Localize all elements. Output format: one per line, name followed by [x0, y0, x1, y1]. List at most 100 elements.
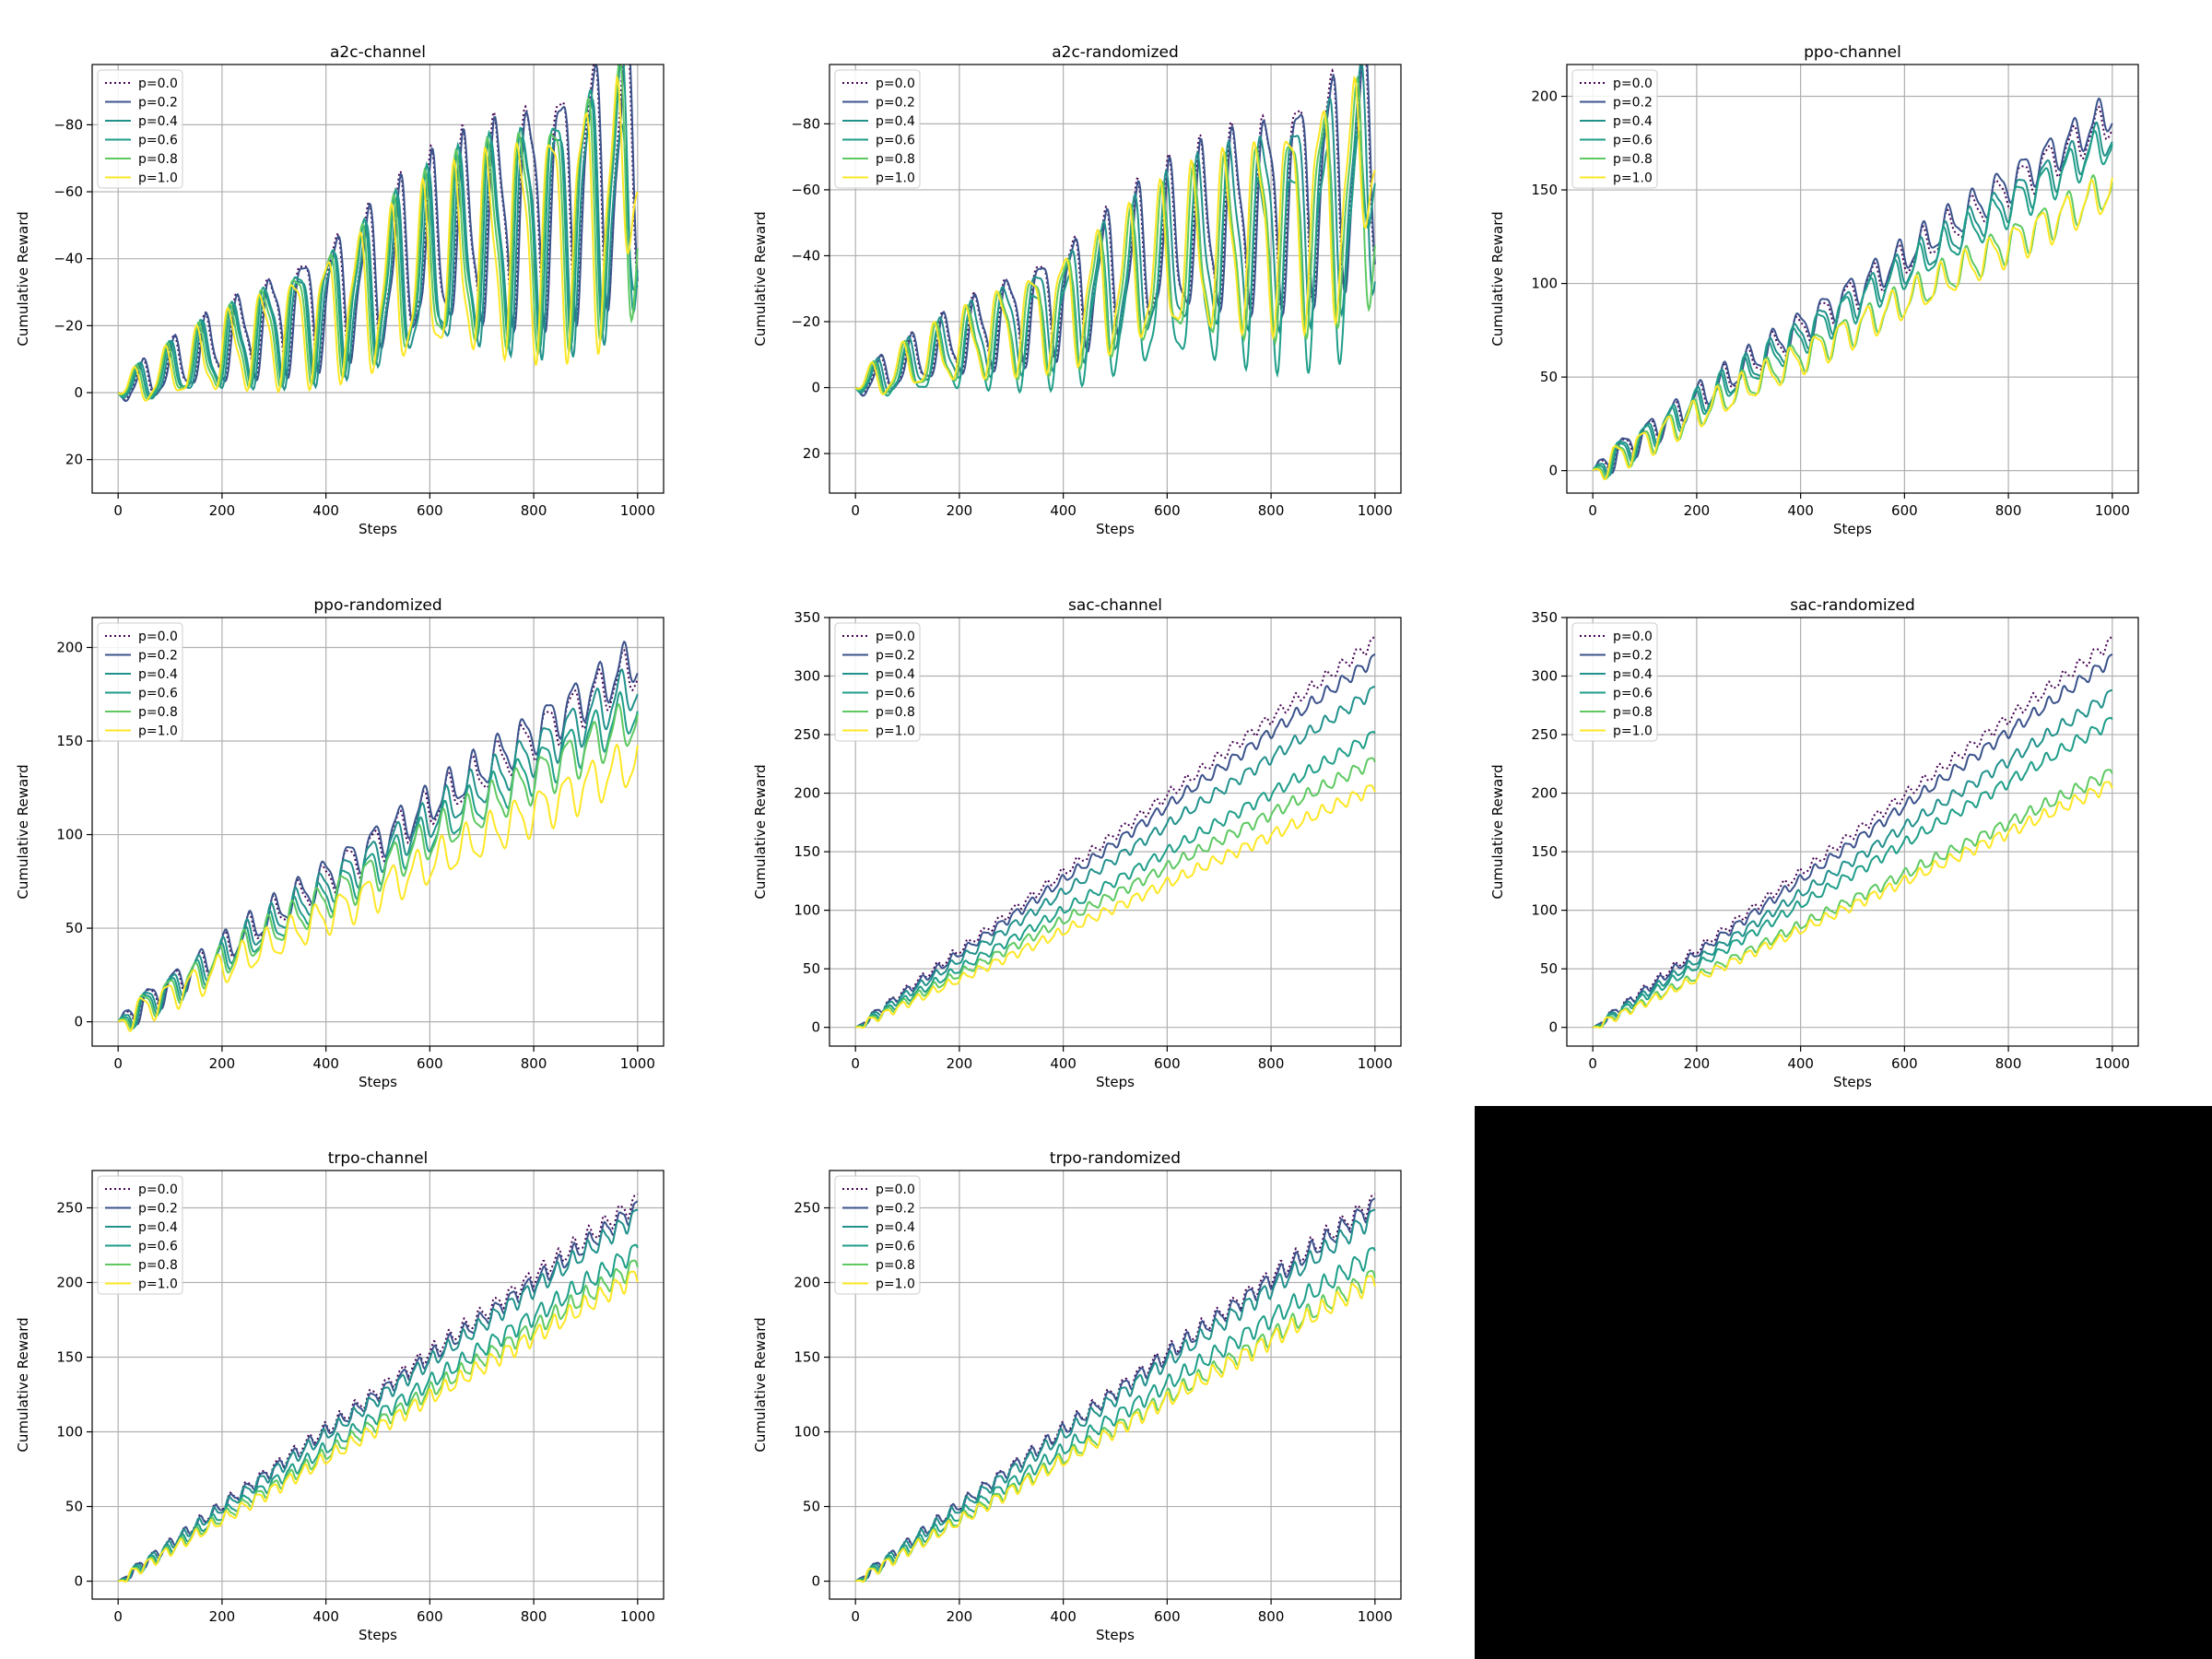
x-tick-label: 800	[1995, 502, 2022, 519]
series-group	[1592, 635, 2113, 1030]
y-tick-label: 50	[1540, 369, 1558, 385]
y-axis-label: Cumulative Reward	[15, 764, 31, 899]
x-tick-label: 200	[1684, 502, 1711, 519]
x-axis-label: Steps	[1096, 1627, 1135, 1643]
y-tick-label: 50	[803, 960, 820, 977]
series-line-p=0.8	[1592, 769, 2113, 1029]
legend-label: p=0.8	[138, 152, 178, 167]
x-axis-label: Steps	[359, 1074, 397, 1090]
legend-label: p=1.0	[1613, 724, 1653, 739]
y-tick-label: 100	[1531, 902, 1558, 919]
y-tick-label: 250	[56, 1200, 83, 1217]
series-group	[854, 635, 1376, 1030]
legend-label: p=1.0	[138, 724, 178, 739]
series-line-p=0.6	[854, 127, 1376, 397]
series-line-p=0.4	[854, 686, 1376, 1029]
legend-label: p=0.2	[1613, 649, 1653, 664]
x-tick-label: 400	[1050, 1055, 1077, 1072]
series-line-p=0.4	[117, 668, 639, 1029]
x-tick-label: 200	[1684, 1055, 1711, 1072]
legend: p=0.0 p=0.2 p=0.4 p=0.6 p=0.8 p=1.0	[1571, 622, 1658, 742]
y-tick-label: 50	[65, 920, 83, 936]
x-tick-label: 600	[417, 1608, 443, 1625]
series-line-p=0.8	[117, 702, 639, 1031]
y-tick-label: 100	[794, 902, 820, 919]
legend-label: p=0.8	[138, 705, 178, 720]
y-tick-label: 350	[1531, 609, 1558, 626]
axes-frame	[1566, 64, 2139, 494]
x-tick-label: 1000	[1358, 1055, 1393, 1072]
subplot-a2c-randomized: 0 200 400 600 800 1000200−20−40−60−80a2c-rand…	[752, 43, 1402, 537]
series-line-p=0.2	[1592, 97, 2113, 475]
subplot-title: sac-channel	[1068, 596, 1162, 615]
axes-frame	[91, 617, 665, 1047]
series-line-p=0.6	[854, 1246, 1376, 1583]
y-axis-label: Cumulative Reward	[752, 764, 769, 899]
empty-subplot-area	[1475, 1106, 2212, 1659]
x-tick-label: 600	[1891, 1055, 1918, 1072]
legend-label: p=0.4	[138, 114, 178, 129]
series-line-p=0.6	[1592, 716, 2113, 1029]
y-tick-label: 100	[56, 827, 83, 843]
y-tick-label: 150	[56, 733, 83, 749]
subplot-title: a2c-randomized	[1052, 43, 1179, 62]
legend-label: p=0.4	[876, 114, 915, 129]
y-axis-label: Cumulative Reward	[15, 1317, 31, 1452]
x-tick-label: 600	[1891, 502, 1918, 519]
x-tick-label: 200	[947, 502, 973, 519]
series-line-p=0.8	[854, 75, 1376, 395]
x-tick-label: 800	[521, 502, 547, 519]
x-tick-label: 200	[947, 1608, 973, 1625]
legend-label: p=0.6	[138, 1240, 178, 1254]
axes-frame	[829, 617, 1402, 1047]
x-tick-label: 400	[1050, 1608, 1077, 1625]
x-tick-label: 0	[113, 502, 123, 519]
subplot-sac-channel: 0 200 400 600 800 1000 0 50 100 150 200 250 300 350 sa…	[752, 596, 1402, 1090]
y-tick-label: 350	[794, 609, 820, 626]
y-axis-label: Cumulative Reward	[1489, 211, 1506, 346]
series-line-p=0.4	[854, 1208, 1376, 1583]
legend-label: p=0.0	[1613, 76, 1653, 91]
legend: p=0.0 p=0.2 p=0.4 p=0.6 p=0.8 p=1.0	[834, 1175, 921, 1295]
x-tick-label: 1000	[620, 502, 655, 519]
series-line-p=1.0	[854, 1275, 1376, 1583]
axes-frame	[91, 1170, 665, 1600]
legend: p=0.0 p=0.2 p=0.4 p=0.6 p=0.8 p=1.0	[834, 622, 921, 742]
legend-label: p=0.6	[876, 1240, 915, 1254]
x-tick-label: 1000	[620, 1055, 655, 1072]
y-tick-label: 150	[56, 1349, 83, 1366]
y-tick-label: 100	[794, 1424, 820, 1441]
series-line-p=0.0	[117, 65, 639, 401]
legend-label: p=0.0	[138, 76, 178, 91]
legend-label: p=0.2	[876, 96, 915, 111]
legend-label: p=0.2	[876, 649, 915, 664]
series-line-p=0.8	[1592, 173, 2113, 480]
legend: p=0.0 p=0.2 p=0.4 p=0.6 p=0.8 p=1.0	[97, 69, 183, 189]
series-line-p=0.2	[117, 640, 639, 1026]
series-group	[854, 1193, 1376, 1583]
x-axis-label: Steps	[1833, 521, 1872, 537]
x-tick-label: 400	[312, 1608, 339, 1625]
y-tick-label: 0	[811, 1573, 820, 1590]
legend-label: p=0.8	[138, 1258, 178, 1273]
legend-label: p=0.8	[1613, 705, 1653, 720]
y-axis-label: Cumulative Reward	[752, 1317, 769, 1452]
series-line-p=0.4	[1592, 121, 2113, 477]
x-tick-label: 200	[209, 1055, 236, 1072]
y-tick-label: 50	[65, 1499, 83, 1515]
y-tick-label: 300	[1531, 668, 1558, 685]
subplot-title: trpo-randomized	[1050, 1149, 1181, 1168]
y-tick-label: 100	[56, 1424, 83, 1441]
series-line-p=0.4	[1592, 688, 2113, 1029]
legend-label: p=0.4	[1613, 667, 1653, 682]
x-tick-label: 1000	[2095, 502, 2130, 519]
x-tick-label: 0	[1588, 1055, 1597, 1072]
series-line-p=1.0	[117, 74, 639, 402]
subplot-title: a2c-channel	[330, 43, 426, 62]
y-tick-label: 150	[1531, 182, 1558, 198]
axes-frame	[829, 64, 1402, 494]
legend-label: p=0.0	[138, 629, 178, 644]
series-line-p=0.2	[117, 1200, 639, 1583]
series-line-p=1.0	[117, 1270, 639, 1583]
